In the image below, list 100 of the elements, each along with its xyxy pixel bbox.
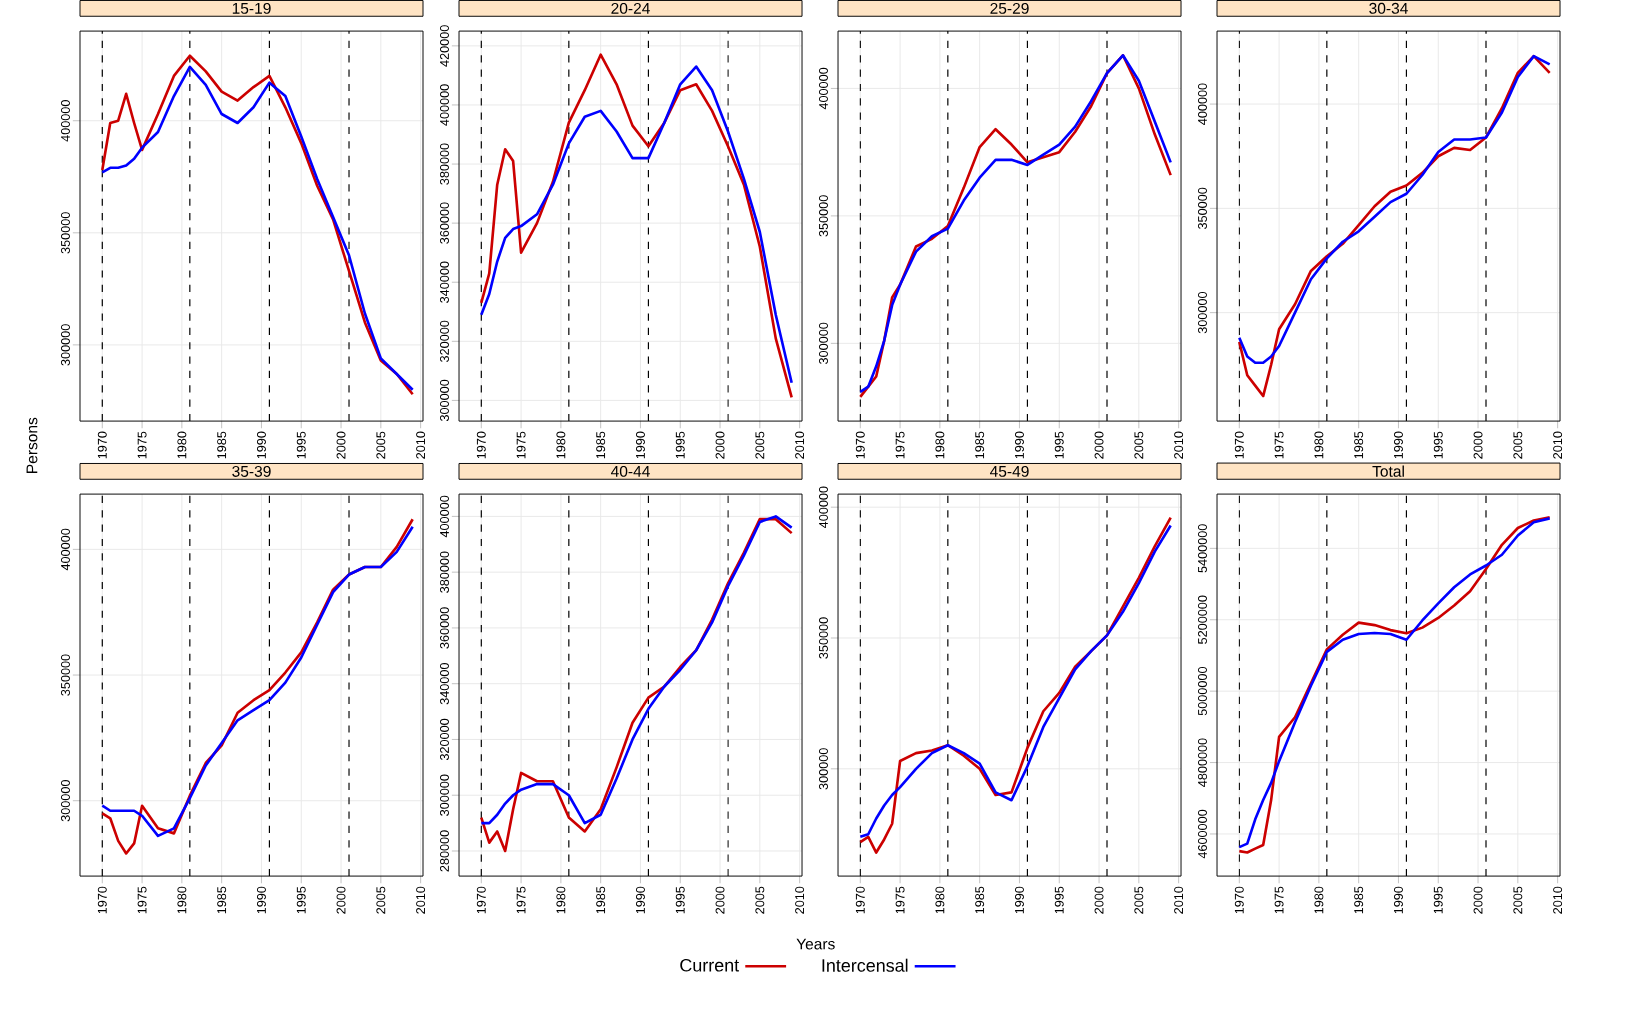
x-tick-label: 1990 bbox=[1393, 431, 1403, 459]
y-tick-label: 400000 bbox=[1198, 83, 1207, 125]
x-tick-label: 1980 bbox=[177, 431, 187, 459]
y-tick-label: 380000 bbox=[440, 143, 449, 185]
y-tick-label: 320000 bbox=[440, 320, 449, 362]
x-tick-label: 2010 bbox=[416, 886, 426, 914]
x-tick-label: 1970 bbox=[476, 431, 486, 459]
x-tick-label: 1975 bbox=[895, 886, 905, 914]
x-tick-label: 2005 bbox=[376, 431, 386, 459]
x-tick-label: 2005 bbox=[755, 886, 765, 914]
x-tick-label: 1995 bbox=[1433, 431, 1443, 459]
x-tick-label: 1985 bbox=[596, 886, 606, 914]
x-tick-label: 1975 bbox=[516, 431, 526, 459]
x-tick-label: 1975 bbox=[516, 886, 526, 914]
y-tick-label: 340000 bbox=[440, 663, 449, 705]
y-tick-label: 300000 bbox=[60, 780, 70, 822]
y-tick-label: 400000 bbox=[819, 486, 828, 528]
y-tick-label: 5000000 bbox=[1198, 666, 1207, 716]
x-tick-label: 1985 bbox=[1354, 886, 1364, 914]
x-tick-label: 1995 bbox=[1054, 431, 1064, 459]
x-tick-label: 2005 bbox=[1134, 431, 1144, 459]
x-tick-label: 2005 bbox=[376, 886, 386, 914]
y-tick-label: 350000 bbox=[1198, 187, 1207, 229]
x-tick-label: 2000 bbox=[1094, 431, 1104, 459]
y-tick-label: 360000 bbox=[440, 607, 449, 649]
y-tick-label: 380000 bbox=[440, 551, 449, 593]
x-tick-label: 1985 bbox=[975, 886, 985, 914]
x-tick-label: 1980 bbox=[177, 886, 187, 914]
x-tick-label: 2010 bbox=[795, 431, 805, 459]
y-tick-label: 350000 bbox=[819, 617, 828, 659]
y-tick-label: 400000 bbox=[819, 67, 828, 110]
x-tick-label: 1970 bbox=[855, 431, 865, 459]
x-tick-label: 1980 bbox=[556, 431, 566, 459]
y-tick-label: 280000 bbox=[440, 830, 449, 872]
x-tick-label: 1970 bbox=[97, 886, 107, 914]
x-tick-label: 1980 bbox=[1314, 886, 1324, 914]
x-tick-label: 2010 bbox=[1553, 431, 1563, 459]
x-tick-label: 2010 bbox=[1174, 431, 1184, 459]
chart-title: 45-49 bbox=[990, 465, 1029, 477]
x-tick-label: 1975 bbox=[1274, 886, 1284, 914]
x-tick-label: 1970 bbox=[1234, 886, 1244, 914]
y-tick-label: 360000 bbox=[440, 202, 449, 244]
x-tick-label: 1970 bbox=[855, 886, 865, 914]
y-tick-label: 350000 bbox=[819, 195, 828, 237]
y-tick-label: 4600000 bbox=[1198, 809, 1207, 859]
x-tick-label: 2010 bbox=[1174, 886, 1184, 914]
x-tick-label: 1975 bbox=[137, 886, 147, 914]
chart-title: 20-24 bbox=[611, 2, 650, 14]
y-tick-label: 300000 bbox=[1198, 291, 1207, 334]
x-tick-label: 2000 bbox=[1094, 886, 1104, 914]
y-tick-label: 300000 bbox=[60, 324, 70, 366]
x-tick-label: 2010 bbox=[795, 886, 805, 914]
x-tick-label: 1995 bbox=[1433, 886, 1443, 914]
x-tick-label: 1975 bbox=[137, 431, 147, 459]
x-tick-label: 1995 bbox=[296, 886, 306, 914]
y-tick-label: 400000 bbox=[60, 100, 70, 142]
x-tick-label: 1990 bbox=[256, 886, 266, 914]
x-tick-label: 2000 bbox=[336, 431, 346, 459]
y-tick-label: 4800000 bbox=[1198, 738, 1207, 787]
x-tick-label: 1990 bbox=[635, 431, 645, 459]
x-tick-label: 1985 bbox=[1354, 431, 1364, 459]
chart-title: 40-44 bbox=[611, 465, 650, 477]
y-tick-label: 320000 bbox=[440, 718, 449, 761]
x-tick-label: 1980 bbox=[556, 886, 566, 914]
x-tick-label: 2000 bbox=[1473, 431, 1483, 459]
y-tick-label: 400000 bbox=[60, 528, 70, 571]
y-tick-label: 340000 bbox=[440, 261, 449, 303]
x-tick-label: 1985 bbox=[217, 431, 227, 459]
chart-title: 15-19 bbox=[232, 2, 271, 14]
x-tick-label: 2010 bbox=[1553, 886, 1563, 914]
chart-title: Total bbox=[1372, 465, 1404, 477]
x-tick-label: 1970 bbox=[1234, 431, 1244, 459]
x-tick-label: 1995 bbox=[675, 886, 685, 914]
y-tick-label: 5200000 bbox=[1198, 595, 1207, 644]
x-tick-label: 2000 bbox=[1473, 886, 1483, 914]
y-tick-label: 350000 bbox=[60, 654, 70, 696]
legend-label: Current bbox=[680, 958, 740, 972]
y-axis-title: Persons bbox=[26, 417, 38, 473]
x-tick-label: 1990 bbox=[1014, 886, 1024, 914]
x-tick-label: 2000 bbox=[336, 886, 346, 914]
chart-title: 25-29 bbox=[990, 2, 1029, 14]
x-tick-label: 1975 bbox=[1274, 431, 1284, 459]
x-tick-label: 2005 bbox=[1513, 431, 1523, 459]
chart-title: 30-34 bbox=[1369, 2, 1408, 14]
x-tick-label: 1990 bbox=[1393, 886, 1403, 914]
x-tick-label: 1990 bbox=[256, 431, 266, 459]
x-axis-title: Years bbox=[796, 938, 835, 950]
y-tick-label: 350000 bbox=[60, 212, 70, 254]
x-tick-label: 2000 bbox=[715, 431, 725, 459]
x-tick-label: 1980 bbox=[935, 431, 945, 459]
x-tick-label: 1980 bbox=[1314, 431, 1324, 459]
x-tick-label: 2000 bbox=[715, 886, 725, 914]
y-tick-label: 300000 bbox=[819, 748, 828, 790]
x-tick-label: 1970 bbox=[97, 431, 107, 459]
x-tick-label: 1995 bbox=[675, 431, 685, 459]
x-tick-label: 2005 bbox=[1134, 886, 1144, 914]
x-tick-label: 1995 bbox=[296, 431, 306, 459]
y-tick-label: 400000 bbox=[440, 84, 449, 126]
y-tick-label: 300000 bbox=[440, 379, 449, 422]
legend-label: Intercensal bbox=[822, 958, 908, 972]
